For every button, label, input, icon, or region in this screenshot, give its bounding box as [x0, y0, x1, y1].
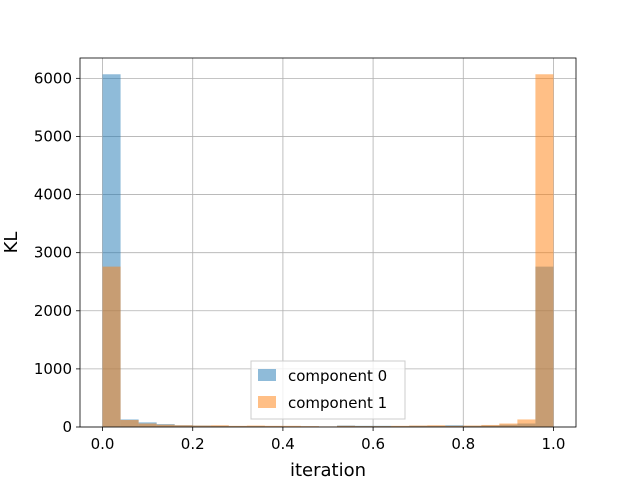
histogram-bar-component-1 — [337, 425, 356, 427]
y-tick-label: 2000 — [34, 302, 72, 320]
histogram-bar-component-1 — [282, 425, 301, 427]
histogram-bar-component-1 — [481, 424, 500, 427]
x-tick-label: 0.6 — [361, 435, 385, 453]
histogram-bar-component-1 — [373, 426, 392, 427]
y-tick-label: 4000 — [34, 186, 72, 204]
grid — [80, 58, 576, 428]
x-tick-label: 0.4 — [271, 435, 295, 453]
legend-label-component-0: component 0 — [288, 367, 387, 385]
x-axis-label: iteration — [290, 460, 366, 480]
histogram-bar-component-1 — [228, 425, 247, 427]
histogram-bar-component-1 — [445, 425, 464, 427]
legend-swatch-component-0 — [258, 369, 276, 381]
legend-label-component-1: component 1 — [288, 394, 387, 412]
ticks: 0.0 0.2 0.4 0.6 0.8 1.0 0 1000 2000 3000 4000 5000 6… — [34, 69, 566, 453]
legend-box — [250, 360, 406, 420]
y-tick-label: 6000 — [34, 69, 72, 87]
y-tick-label: 0 — [62, 418, 72, 436]
bars — [102, 74, 554, 427]
histogram-bar-component-1 — [192, 425, 211, 427]
histogram-bar-component-1 — [409, 425, 428, 427]
histogram-bar-component-1 — [391, 425, 410, 427]
y-tick-label: 3000 — [34, 244, 72, 262]
histogram-bar-component-1 — [138, 423, 157, 427]
histogram-bar-component-1 — [210, 425, 229, 427]
x-tick-label: 1.0 — [542, 435, 566, 453]
y-tick-label: 5000 — [34, 127, 72, 145]
x-tick-label: 0.2 — [181, 435, 205, 453]
histogram-bar-component-1 — [517, 419, 536, 427]
x-tick-label: 0.0 — [91, 435, 115, 453]
x-tick-label: 0.8 — [451, 435, 475, 453]
histogram-bar-component-1 — [156, 424, 175, 427]
histogram-bar-component-1 — [102, 266, 121, 427]
legend-swatch-component-1 — [258, 396, 276, 408]
legend: component 0 component 1 — [250, 360, 406, 420]
histogram-bar-component-1 — [120, 420, 139, 427]
histogram-bar-component-1 — [300, 426, 319, 427]
histogram-bar-component-1 — [246, 425, 265, 427]
histogram-bar-component-1 — [427, 425, 446, 427]
histogram-bar-component-1 — [174, 425, 193, 427]
y-tick-label: 1000 — [34, 360, 72, 378]
histogram-bar-component-1 — [264, 425, 283, 427]
histogram-bar-component-1 — [499, 423, 518, 427]
histogram-bar-component-1 — [463, 425, 482, 427]
histogram-bar-component-1 — [535, 74, 554, 427]
plot-frame — [79, 57, 577, 428]
histogram-bar-component-1 — [355, 426, 374, 427]
y-axis-label: KL — [1, 232, 22, 254]
